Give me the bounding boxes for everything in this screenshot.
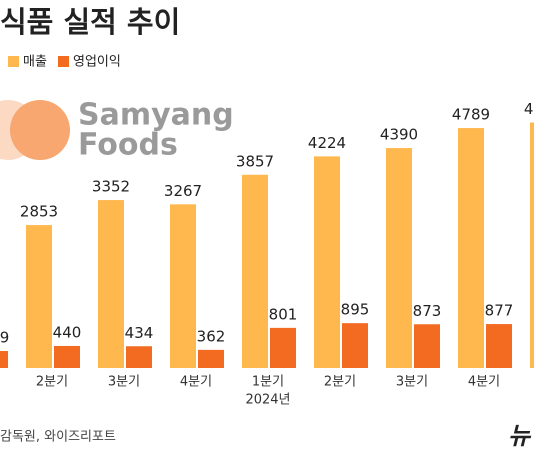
- legend-swatch: [58, 56, 69, 67]
- legend-label: 영업이익: [73, 55, 121, 70]
- logo-text: Samyang: [78, 98, 234, 133]
- x-tick-label: 4분기: [180, 375, 212, 390]
- bar: [386, 148, 412, 368]
- x-tick-label: 3분기: [108, 375, 140, 390]
- bar: [458, 128, 484, 368]
- x-tick-label: 2분기: [36, 375, 68, 390]
- bar: [126, 346, 152, 368]
- logo: Samyang Foods: [0, 98, 234, 163]
- chart-title: 식품 실적 추이: [0, 5, 180, 39]
- value-label: 895: [341, 301, 370, 319]
- watermark: 뉴: [508, 422, 532, 450]
- value-label: 3267: [164, 182, 202, 200]
- bar: [486, 324, 512, 368]
- legend-swatch: [8, 56, 19, 67]
- x-tick-label: 2분기: [324, 375, 356, 390]
- source: 감독원, 와이즈리포트: [0, 430, 116, 445]
- logo-circle: [10, 100, 70, 160]
- bar: [314, 156, 340, 368]
- bar: [342, 323, 368, 368]
- logo-text: Foods: [78, 128, 178, 163]
- x-tick-label: 3분기: [396, 375, 428, 390]
- year-label: 2024년: [245, 393, 290, 408]
- value-label: 434: [125, 324, 154, 342]
- value-label: 4900: [524, 100, 534, 118]
- bar: [414, 324, 440, 368]
- value-label: 4390: [380, 126, 418, 144]
- bar: [0, 351, 8, 368]
- value-label: 4789: [452, 106, 490, 124]
- value-label: 2853: [20, 203, 58, 221]
- bar: [530, 122, 534, 368]
- bar: [98, 200, 124, 368]
- x-tick-label: 1분기: [252, 375, 284, 390]
- bar: [270, 327, 296, 368]
- value-label: 362: [197, 327, 226, 345]
- value-label: 4224: [308, 134, 346, 152]
- value-label: 3352: [92, 178, 130, 196]
- bar: [170, 204, 196, 368]
- bar: [54, 345, 80, 368]
- value-label: 877: [485, 302, 514, 320]
- value-label: 339: [0, 329, 9, 347]
- bar: [198, 349, 224, 368]
- bar: [242, 174, 268, 368]
- legend-label: 매출: [23, 55, 47, 70]
- value-label: 440: [53, 323, 82, 341]
- value-label: 873: [413, 302, 442, 320]
- value-label: 3857: [236, 152, 274, 170]
- bar: [26, 225, 52, 368]
- x-tick-label: 4분기: [468, 375, 500, 390]
- value-label: 801: [269, 305, 298, 323]
